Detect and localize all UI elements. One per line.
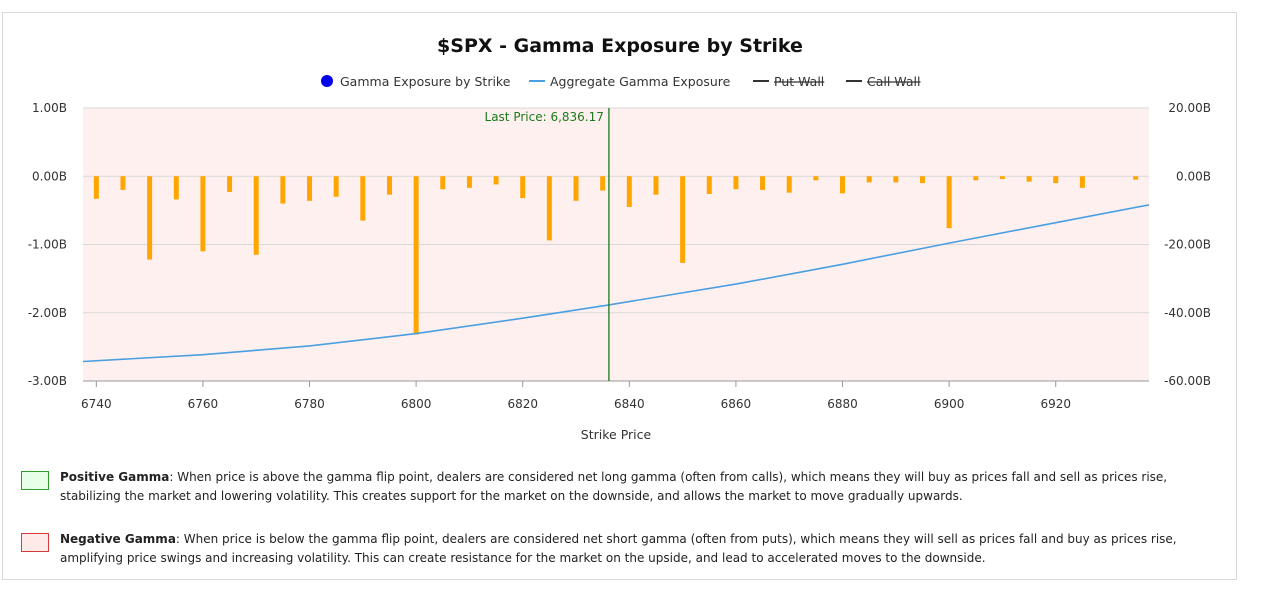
gamma-bar: [893, 176, 899, 183]
gamma-bar: [626, 176, 632, 207]
x-tick-label: 6740: [81, 397, 112, 411]
gamma-bar: [466, 176, 472, 188]
gamma-bar: [999, 176, 1005, 179]
right-tick-label: -60.00B: [1164, 374, 1211, 388]
legend-label: Call Wall: [867, 74, 920, 89]
legend-dot-icon: [321, 75, 333, 87]
gamma-bar: [1133, 176, 1139, 180]
gamma-bar: [253, 176, 259, 255]
gamma-bar: [333, 176, 339, 197]
gamma-bar: [280, 176, 286, 204]
gamma-bar: [413, 176, 419, 335]
gamma-bar: [200, 176, 206, 252]
gamma-bar: [866, 176, 872, 183]
positive-gamma-text: : When price is above the gamma flip poi…: [60, 470, 1168, 503]
right-tick-label: -20.00B: [1164, 238, 1211, 252]
right-tick-label: 0.00B: [1176, 169, 1211, 183]
gamma-bar: [1079, 176, 1085, 188]
left-tick-label: -3.00B: [28, 374, 67, 388]
x-tick-label: 6840: [614, 397, 645, 411]
right-tick-label: 20.00B: [1168, 101, 1211, 115]
gamma-bar: [227, 176, 233, 192]
positive-gamma-swatch: [21, 471, 49, 490]
x-tick-label: 6900: [934, 397, 965, 411]
gamma-bar: [360, 176, 366, 221]
x-tick-label: 6760: [188, 397, 219, 411]
gamma-bar: [919, 176, 925, 184]
right-tick-label: -40.00B: [1164, 306, 1211, 320]
gamma-bar: [147, 176, 153, 260]
gamma-bar: [386, 176, 392, 195]
left-tick-label: 0.00B: [32, 169, 67, 183]
x-tick-label: 6920: [1040, 397, 1071, 411]
chart-card: $SPX - Gamma Exposure by Strike Gamma Exp…: [2, 12, 1237, 580]
gamma-bar: [653, 176, 659, 195]
gamma-bar: [680, 176, 686, 263]
gamma-bar: [760, 176, 766, 190]
chart-title: $SPX - Gamma Exposure by Strike: [437, 35, 803, 57]
gamma-bar: [573, 176, 579, 201]
legend-label: Put Wall: [774, 74, 824, 89]
positive-gamma-title: Positive Gamma: [60, 470, 170, 484]
gamma-bar: [440, 176, 446, 190]
gamma-bar: [813, 176, 819, 181]
left-tick-label: -2.00B: [28, 306, 67, 320]
x-tick-label: 6800: [401, 397, 432, 411]
last-price-label: Last Price: 6,836.17: [485, 110, 604, 124]
x-tick-label: 6820: [507, 397, 538, 411]
gamma-bar: [520, 176, 526, 199]
gamma-bar: [120, 176, 126, 190]
x-axis-title: Strike Price: [581, 427, 652, 442]
gamma-bar: [1053, 176, 1059, 184]
gamma-exposure-chart: $SPX - Gamma Exposure by Strike Gamma Exp…: [28, 35, 1211, 442]
gamma-bar: [706, 176, 712, 194]
gamma-bar: [733, 176, 739, 190]
negative-gamma-text: : When price is below the gamma flip poi…: [60, 532, 1177, 565]
gamma-bar: [546, 176, 552, 241]
negative-gamma-swatch: [21, 533, 49, 552]
gamma-bar: [93, 176, 99, 199]
left-tick-label: 1.00B: [32, 101, 67, 115]
gamma-bar: [786, 176, 792, 193]
gamma-bar: [840, 176, 846, 194]
gamma-bar: [946, 176, 952, 229]
negative-gamma-title: Negative Gamma: [60, 532, 176, 546]
gamma-bar: [600, 176, 606, 191]
x-tick-label: 6780: [294, 397, 325, 411]
gamma-bar: [173, 176, 179, 200]
x-tick-label: 6860: [721, 397, 752, 411]
gamma-bar: [973, 176, 979, 181]
gamma-bar: [493, 176, 499, 185]
gamma-bar: [307, 176, 313, 201]
gamma-bar: [1026, 176, 1032, 182]
legend-label: Aggregate Gamma Exposure: [550, 74, 731, 89]
x-tick-label: 6880: [827, 397, 858, 411]
left-tick-label: -1.00B: [28, 238, 67, 252]
legend-label: Gamma Exposure by Strike: [340, 74, 511, 89]
